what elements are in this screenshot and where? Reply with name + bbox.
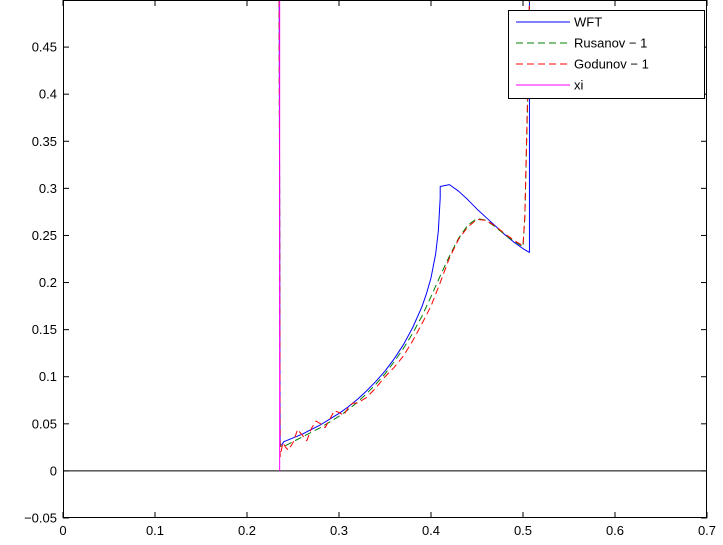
y-tick-label: 0.35 [32,134,57,149]
legend-box [508,10,705,99]
legend-label-1: WFT [574,15,602,30]
y-tick-label: 0.05 [32,416,57,431]
legend-label-3: Godunov − 1 [574,57,649,72]
series-line-2 [278,0,530,447]
x-tick-label: 0.2 [238,523,256,538]
y-tick-label: −0.05 [24,511,57,526]
series-line-1 [278,0,530,446]
x-tick-label: 0.6 [606,523,624,538]
x-tick-label: 0.4 [422,523,440,538]
legend-label-4: xi [574,78,584,93]
legend-label-2: Rusanov − 1 [574,36,647,51]
x-tick-label: 0.1 [146,523,164,538]
y-tick-label: 0.4 [39,87,57,102]
axes-box [63,0,707,518]
y-tick-label: 0.25 [32,228,57,243]
y-tick-label: 0.3 [39,181,57,196]
x-tick-label: 0.7 [698,523,716,538]
y-tick-label: 0.1 [39,369,57,384]
x-tick-label: 0.5 [514,523,532,538]
x-tick-label: 0 [59,523,66,538]
x-tick-label: 0.3 [330,523,348,538]
y-tick-label: 0.45 [32,40,57,55]
series-line-3 [278,0,530,458]
y-tick-label: 0 [50,463,57,478]
y-tick-label: 0.2 [39,275,57,290]
y-tick-label: 0.15 [32,322,57,337]
